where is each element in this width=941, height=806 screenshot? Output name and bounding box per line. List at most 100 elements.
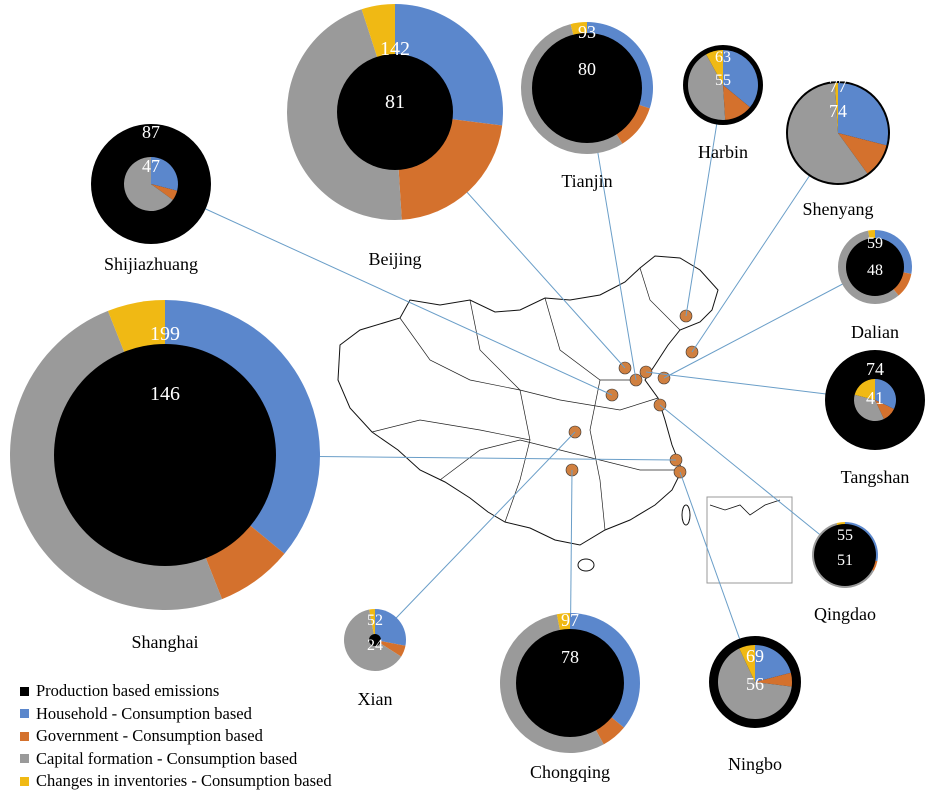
city-name-label: Dalian bbox=[851, 322, 899, 342]
province-border bbox=[504, 389, 531, 523]
production-circle bbox=[54, 344, 276, 566]
pie-slice-capital bbox=[788, 83, 868, 184]
province-border bbox=[639, 267, 681, 331]
consumption-value-label: 41 bbox=[866, 388, 884, 408]
pie-slice-government bbox=[838, 133, 887, 174]
province-border bbox=[469, 299, 561, 401]
city-pie-tianjin: 93 80 Tianjin bbox=[521, 22, 653, 191]
connector-line bbox=[374, 431, 576, 641]
province-border bbox=[559, 397, 659, 411]
consumption-value-label: 74 bbox=[829, 101, 847, 121]
pie-slice-government bbox=[375, 640, 406, 657]
city-pie-shijiazhuang: 87 47 Shijiazhuang bbox=[91, 122, 211, 274]
connector-line bbox=[150, 183, 613, 396]
hainan-island bbox=[577, 558, 595, 572]
pie-slice-inventories bbox=[706, 50, 723, 85]
south-china-sea-inset bbox=[706, 496, 793, 584]
pie-slice-household bbox=[151, 157, 178, 191]
city-name-label: Tangshan bbox=[841, 467, 910, 487]
legend-item-inventories: Changes in inventories - Consumption bas… bbox=[20, 770, 332, 793]
pie-slice-government bbox=[723, 85, 750, 120]
consumption-value-label: 55 bbox=[715, 72, 731, 89]
city-name-label: Ningbo bbox=[728, 754, 782, 774]
production-value-label: 78 bbox=[561, 647, 579, 667]
production-circle bbox=[337, 54, 453, 170]
city-pie-dalian: 59 48 Dalian bbox=[838, 230, 912, 342]
production-value-label: 146 bbox=[150, 383, 180, 405]
production-circle bbox=[369, 634, 381, 646]
province-border bbox=[371, 419, 531, 441]
city-pie-shenyang: 77 74 Shenyang bbox=[786, 76, 890, 219]
production-circle bbox=[846, 238, 904, 296]
pie-slice-inventories bbox=[369, 609, 375, 640]
production-circle bbox=[516, 629, 624, 737]
city-pie-harbin: 63 55 Harbin bbox=[683, 45, 763, 162]
city-name-label: Shanghai bbox=[132, 632, 199, 652]
china-map bbox=[337, 255, 793, 584]
connector-line bbox=[663, 266, 876, 379]
pie-slice-inventories bbox=[854, 379, 875, 400]
province-border bbox=[399, 317, 521, 391]
city-name-label: Xian bbox=[358, 689, 393, 709]
consumption-value-label: 93 bbox=[578, 22, 596, 42]
pie-slice-household bbox=[723, 49, 759, 108]
pie-slice-inventories bbox=[739, 645, 755, 682]
production-value-label: 51 bbox=[837, 552, 853, 569]
city-pie-shanghai: 199 146 Shanghai bbox=[9, 300, 321, 652]
production-circle bbox=[814, 524, 876, 586]
consumption-value-label: 97 bbox=[561, 610, 579, 630]
legend-label: Production based emissions bbox=[36, 681, 220, 701]
legend-item-capital: Capital formation - Consumption based bbox=[20, 748, 332, 771]
consumption-value-label: 47 bbox=[142, 156, 160, 176]
city-name-label: Qingdao bbox=[814, 604, 876, 624]
city-pies: 142 81 Beijing 87 47 Shijiazhuang 93 80 Tianjin 6… bbox=[9, 4, 925, 782]
city-name-label: Shijiazhuang bbox=[104, 254, 198, 274]
legend-swatch bbox=[20, 709, 29, 719]
production-value-label: 74 bbox=[866, 359, 884, 379]
city-pie-beijing: 142 81 Beijing bbox=[287, 4, 503, 269]
legend-swatch bbox=[20, 731, 29, 741]
legend-label: Changes in inventories - Consumption bas… bbox=[36, 771, 332, 791]
legend-label: Government - Consumption based bbox=[36, 726, 263, 746]
province-border bbox=[544, 297, 640, 381]
city-pie-chongqing: 97 78 Chongqing bbox=[499, 610, 640, 782]
pie-slice-capital bbox=[687, 54, 726, 121]
pie-slice-household bbox=[838, 83, 888, 146]
production-value-label: 81 bbox=[385, 91, 405, 113]
pie-slice-capital bbox=[123, 157, 173, 211]
production-value-label: 48 bbox=[867, 262, 883, 279]
city-name-label: Shenyang bbox=[803, 199, 874, 219]
pie-slice-household bbox=[875, 379, 896, 409]
pie-slice-capital bbox=[854, 394, 884, 422]
inset-coast bbox=[709, 499, 781, 516]
legend-item-household: Household - Consumption based bbox=[20, 703, 332, 726]
province-border bbox=[439, 439, 680, 481]
consumption-value-label: 142 bbox=[380, 38, 410, 60]
legend: Production based emissions Household - C… bbox=[20, 680, 332, 793]
consumption-value-label: 59 bbox=[867, 235, 883, 252]
legend-swatch bbox=[20, 754, 29, 764]
consumption-value-label: 55 bbox=[837, 527, 853, 544]
pie-slice-capital bbox=[718, 648, 792, 720]
production-circle bbox=[532, 33, 642, 143]
city-name-label: Chongqing bbox=[530, 762, 610, 782]
consumption-value-label: 52 bbox=[367, 612, 383, 629]
province-border bbox=[589, 379, 606, 531]
city-pie-ningbo: 69 56 Ningbo bbox=[709, 636, 801, 774]
legend-item-production: Production based emissions bbox=[20, 680, 332, 703]
pie-slice-government bbox=[151, 184, 178, 200]
pie-slice-household bbox=[375, 609, 406, 646]
city-pie-xian: 52 24 Xian bbox=[344, 609, 406, 709]
production-value-label: 69 bbox=[746, 646, 764, 666]
legend-item-government: Government - Consumption based bbox=[20, 725, 332, 748]
city-pie-tangshan: 74 41 Tangshan bbox=[825, 350, 925, 487]
legend-swatch bbox=[20, 686, 29, 696]
city-name-label: Tianjin bbox=[561, 171, 612, 191]
city-name-label: Beijing bbox=[369, 249, 422, 269]
production-value-label: 77 bbox=[829, 76, 847, 96]
city-name-label: Harbin bbox=[698, 142, 748, 162]
connector-line bbox=[659, 404, 846, 556]
production-value-label: 24 bbox=[367, 637, 383, 654]
consumption-value-label: 199 bbox=[150, 323, 180, 345]
